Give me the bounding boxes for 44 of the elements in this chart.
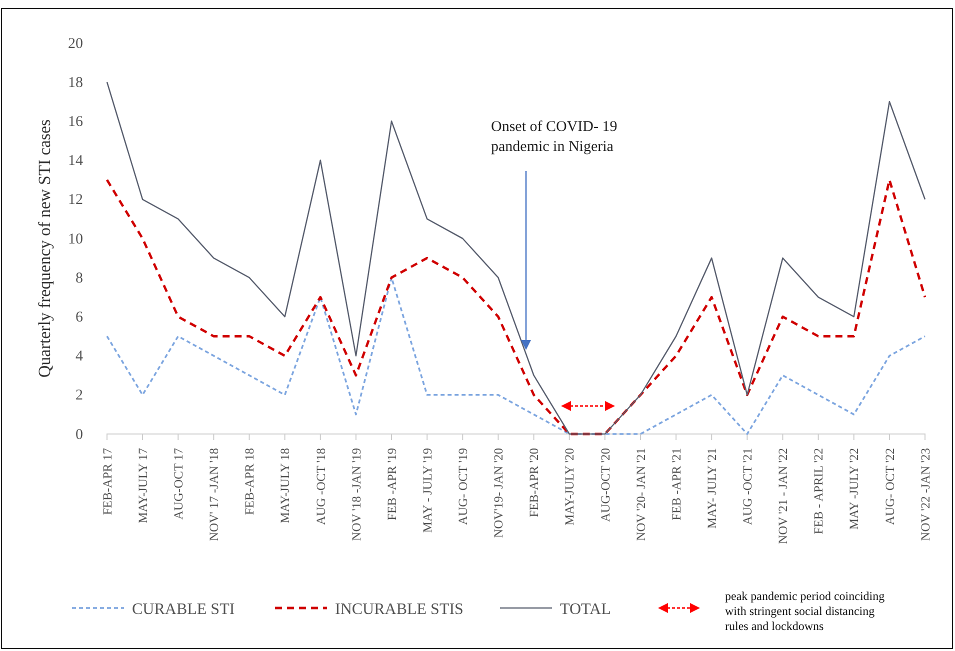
y-tick-label: 16 (68, 114, 84, 130)
y-tick-label: 10 (68, 231, 83, 248)
x-tick-label: MAY-JULY 17 (136, 448, 150, 524)
x-tick-label: FEB-APR '20 (527, 448, 542, 518)
x-tick-label: NOV '20- JAN '21 (634, 448, 648, 541)
line-series (106, 276, 926, 435)
y-tick-label: 12 (68, 192, 83, 208)
line-series (106, 81, 926, 435)
y-tick-label: 0 (76, 426, 83, 443)
legend-label: TOTAL (560, 601, 611, 618)
x-tick-label: FEB -APR '21 (669, 448, 684, 520)
x-tick-label: MAY- JULY '21 (704, 448, 719, 529)
y-tick-label: 4 (76, 348, 84, 365)
x-tick-label: AUG -OCT '21 (740, 448, 755, 526)
x-tick-label: MAY-JULY '20 (562, 448, 577, 526)
x-tick-label: MAY-JULY 18 (278, 448, 292, 524)
x-tick-label: MAY - JULY '19 (420, 448, 434, 533)
legend-label: INCURABLE STIS (335, 601, 464, 618)
line-series (106, 178, 926, 436)
x-tick-label: AUG-OCT 17 (172, 448, 186, 520)
y-tick-label: 6 (76, 310, 84, 326)
x-tick-label: NOV '22 -JAN '23 (918, 448, 932, 541)
x-tick-label: FEB-APR 18 (242, 448, 257, 516)
y-tick-label: 2 (76, 388, 83, 404)
x-tick-label: NOV' 17 -JAN '18 (207, 448, 222, 542)
legend-label: CURABLE STI (132, 601, 235, 618)
x-tick-label: AUG -OCT '18 (314, 448, 328, 526)
x-tick-label: NOV '21 - JAN '22 (776, 448, 790, 544)
x-tick-label: AUG- OCT '19 (456, 448, 470, 526)
x-tick-label: FEB - APRIL '22 (812, 448, 826, 534)
y-tick-label: 18 (68, 74, 83, 91)
y-tick-label: 20 (68, 36, 83, 52)
x-tick-label: NOV'19- JAN '20 (492, 448, 506, 538)
y-axis-title: Quarterly frequency of new STI cases (35, 119, 54, 378)
x-tick-label: FEB -APR '19 (384, 448, 399, 520)
y-tick-label: 8 (76, 270, 83, 286)
y-tick-label: 14 (68, 153, 84, 170)
x-tick-label: NOV '18 -JAN '19 (349, 448, 364, 541)
x-tick-label: MAY -JULY '22 (847, 448, 862, 530)
x-tick-label: AUG-OCT '20 (598, 448, 612, 522)
annotation: Onset of COVID- 19 pandemic in Nigeria (491, 119, 618, 155)
text: peak pandemic period coinciding with stringent social distancing rules and lockdowns (725, 589, 885, 633)
x-tick-label: FEB-APR 17 (100, 448, 114, 516)
x-tick-label: AUG- OCT '22 (882, 448, 897, 526)
